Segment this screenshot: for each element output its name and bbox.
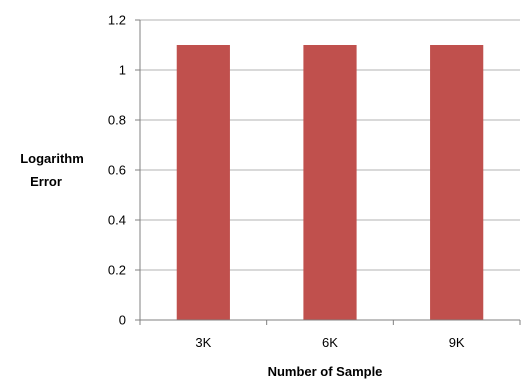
y-tick-labels: 0 0.2 0.4 0.6 0.8 1 1.2 — [108, 13, 126, 328]
y-tick-label: 0 — [119, 313, 126, 328]
bar-6K — [303, 45, 357, 320]
y-tick-label: 0.6 — [108, 163, 126, 178]
y-tick-label: 0.4 — [108, 213, 126, 228]
axes — [135, 19, 521, 325]
y-axis-title-line-2: Error — [30, 174, 62, 189]
y-tick-label: 1 — [119, 63, 126, 78]
x-tick-label: 9K — [449, 335, 465, 350]
bar-3K — [176, 45, 230, 320]
y-axis-title-line-1: Logarithm — [20, 151, 84, 166]
y-tick-label: 0.8 — [108, 113, 126, 128]
x-tick-label: 6K — [322, 335, 338, 350]
bar-9K — [430, 45, 484, 320]
x-tick-label: 3K — [195, 335, 211, 350]
bars — [176, 45, 484, 320]
x-axis-title: Number of Sample — [268, 364, 383, 379]
y-tick-label: 1.2 — [108, 13, 126, 28]
y-tick-label: 0.2 — [108, 263, 126, 278]
x-tick-labels: 3K 6K 9K — [195, 335, 465, 350]
